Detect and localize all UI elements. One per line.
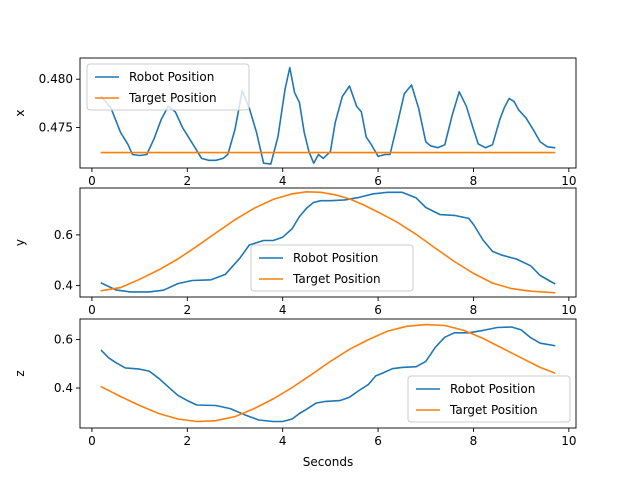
- legend-label-target: Target Position: [292, 272, 381, 286]
- legend-label-robot: Robot Position: [450, 382, 535, 396]
- x-tick-label: 8: [470, 434, 478, 448]
- series-line-robot-y: [100, 191, 556, 293]
- x-tick-label: 6: [374, 174, 382, 188]
- subplot-x: 0 2 4 6 8 10 0.475 0.480 x Robot Position Target P…: [13, 57, 577, 188]
- legend: Robot Position Target Position: [86, 63, 250, 111]
- series-line-robot-x: [100, 66, 556, 165]
- axes-frame: [79, 187, 577, 298]
- legend-label-target: Target Position: [449, 403, 538, 417]
- x-tick-label: 0: [88, 174, 96, 188]
- x-tick-label: 4: [279, 434, 287, 448]
- x-axis-label: Seconds: [303, 455, 353, 469]
- y-axis-label: z: [13, 370, 27, 376]
- x-tick-label: 0: [88, 434, 96, 448]
- axes-frame: [79, 318, 577, 429]
- y-tick-label: 0.6: [54, 228, 73, 242]
- x-tick-label: 2: [183, 303, 191, 317]
- legend-box: [407, 375, 571, 423]
- x-tick-label: 10: [561, 174, 576, 188]
- legend-label-robot: Robot Position: [293, 251, 378, 265]
- legend-label-target: Target Position: [128, 91, 217, 105]
- series-line-target-y: [100, 191, 556, 294]
- x-tick-label: 6: [374, 303, 382, 317]
- x-tick-label: 4: [279, 174, 287, 188]
- legend-label-robot: Robot Position: [129, 70, 214, 84]
- x-tick-label: 2: [183, 174, 191, 188]
- subplot-z: 0 2 4 6 8 10 0.4 0.6 z Seconds Robot Position Targe…: [13, 318, 577, 469]
- legend-box: [250, 244, 414, 292]
- y-tick-label: 0.4: [54, 381, 73, 395]
- y-axis-label: y: [13, 239, 27, 246]
- legend: Robot Position Target Position: [407, 375, 571, 423]
- y-tick-label: 0.480: [39, 72, 73, 86]
- x-tick-label: 6: [374, 434, 382, 448]
- x-tick-label: 8: [470, 174, 478, 188]
- y-axis-label: x: [13, 109, 27, 116]
- x-tick-label: 2: [183, 434, 191, 448]
- x-tick-label: 0: [88, 303, 96, 317]
- y-tick-label: 0.475: [39, 120, 73, 134]
- x-tick-label: 8: [470, 303, 478, 317]
- y-tick-label: 0.4: [54, 279, 73, 293]
- y-tick-label: 0.6: [54, 333, 73, 347]
- legend: Robot Position Target Position: [250, 244, 414, 292]
- x-tick-label: 4: [279, 303, 287, 317]
- x-tick-label: 10: [561, 303, 576, 317]
- x-tick-label: 10: [561, 434, 576, 448]
- series-line-target-z: [100, 323, 556, 423]
- legend-box: [86, 63, 250, 111]
- subplot-y: 0 2 4 6 8 10 0.4 0.6 y Robot Position Target Posit…: [13, 187, 577, 317]
- axes-frame: [79, 57, 577, 169]
